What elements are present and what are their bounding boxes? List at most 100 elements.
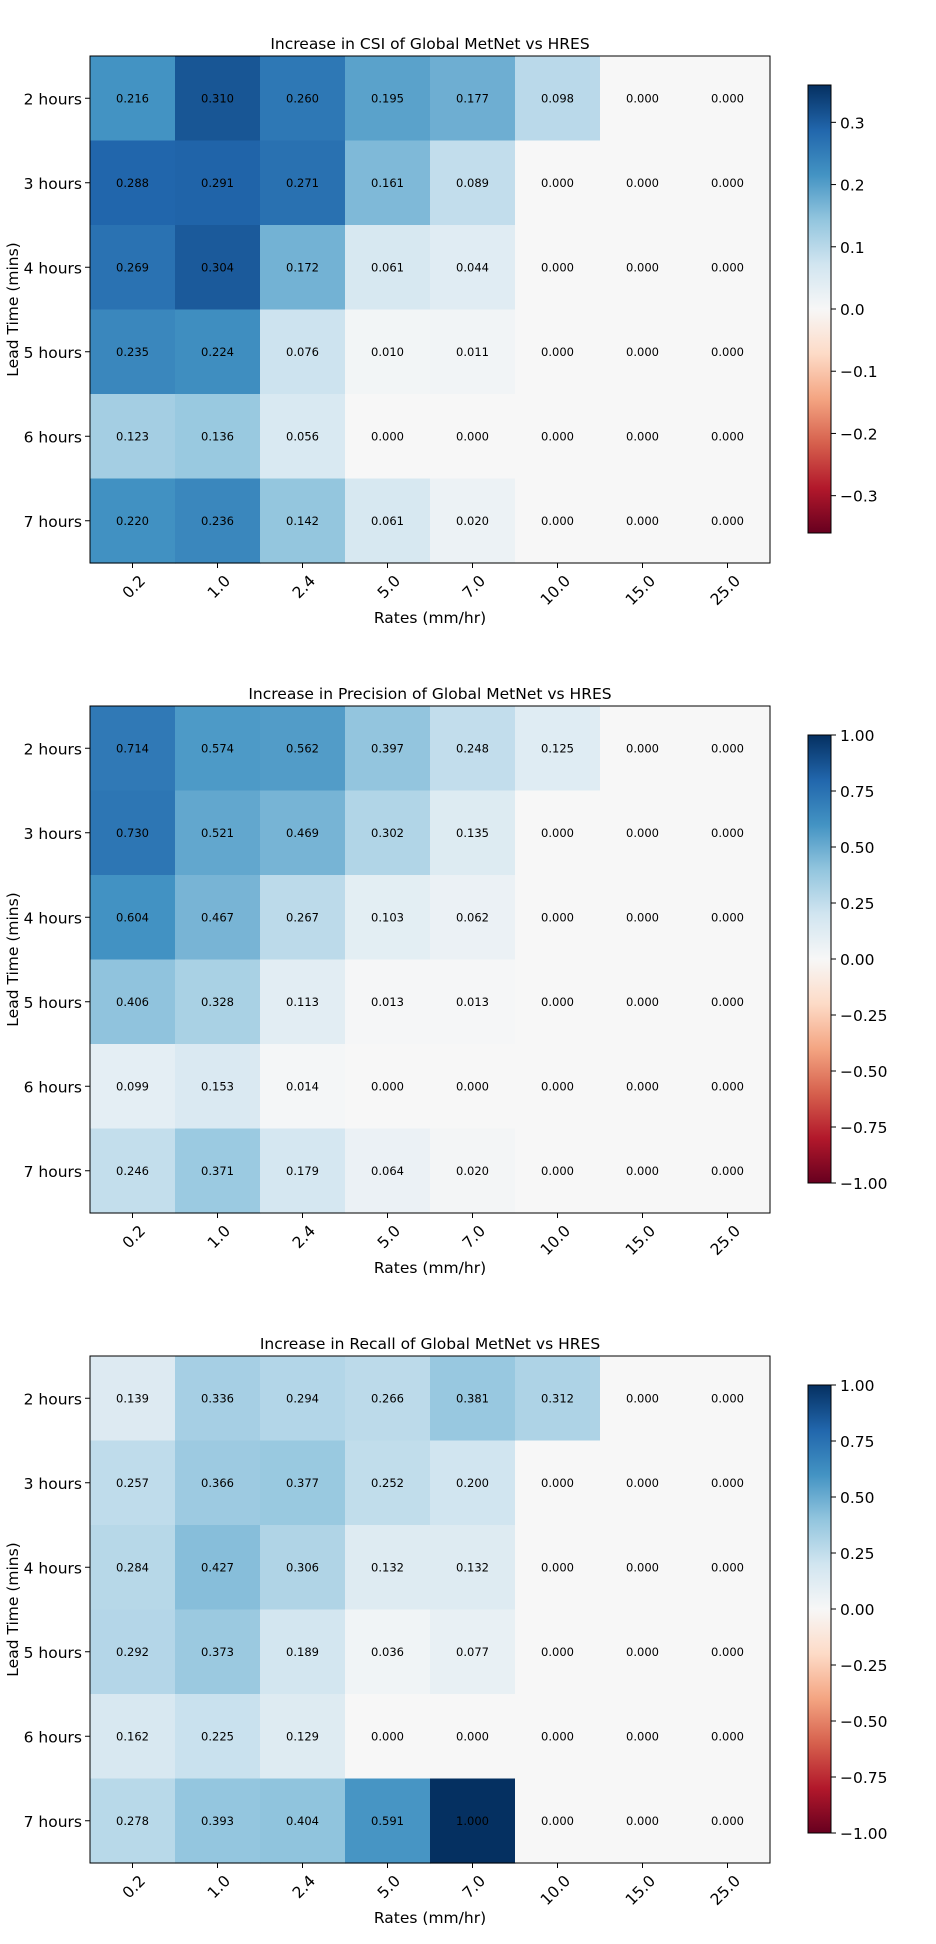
heatmap-cell xyxy=(430,1609,516,1695)
cell-value-label: 0.125 xyxy=(541,741,574,755)
colorbar-tick-label: −0.75 xyxy=(840,1769,888,1787)
cell-value-label: 0.269 xyxy=(116,260,149,274)
heatmap-cell xyxy=(345,309,431,395)
heatmap-cell xyxy=(345,1694,431,1780)
heatmap-cell xyxy=(515,790,601,876)
cell-value-label: 0.179 xyxy=(286,1164,319,1178)
heatmap-cell xyxy=(260,56,346,142)
heatmap-cell xyxy=(260,1694,346,1780)
cell-value-label: 0.011 xyxy=(456,345,489,359)
heatmap-cell xyxy=(175,225,261,311)
cell-value-label: 0.304 xyxy=(201,260,234,274)
cell-value-label: 0.000 xyxy=(541,1079,574,1093)
cell-value-label: 0.172 xyxy=(286,260,319,274)
colorbar xyxy=(807,84,832,534)
heatmap-cell xyxy=(600,1356,686,1442)
heatmap-cell xyxy=(90,1609,176,1695)
heatmap-cell xyxy=(175,1044,261,1130)
cell-value-label: 0.000 xyxy=(626,345,659,359)
cell-value-label: 0.000 xyxy=(711,1729,744,1743)
cell-value-label: 0.292 xyxy=(116,1645,149,1659)
x-tick-label: 15.0 xyxy=(622,572,659,609)
heatmap-cell xyxy=(430,56,516,142)
heatmap-cell xyxy=(345,1440,431,1526)
cell-value-label: 0.427 xyxy=(201,1560,234,1574)
cell-value-label: 0.000 xyxy=(541,1814,574,1828)
cell-value-label: 0.000 xyxy=(711,1560,744,1574)
heatmap-cell xyxy=(685,959,771,1045)
heatmap-cell xyxy=(260,1609,346,1695)
colorbar-tick-label: −0.50 xyxy=(840,1063,888,1081)
cell-value-label: 0.730 xyxy=(116,826,149,840)
heatmap-cell xyxy=(600,309,686,395)
cell-value-label: 0.103 xyxy=(371,910,404,924)
heatmap-cell xyxy=(685,1128,771,1214)
cell-value-label: 0.225 xyxy=(201,1729,234,1743)
heatmap-cell xyxy=(600,1440,686,1526)
heatmap-cell xyxy=(260,1525,346,1611)
cell-value-label: 0.000 xyxy=(541,910,574,924)
y-tick-label: 5 hours xyxy=(24,994,82,1012)
heatmap-cell xyxy=(685,706,771,792)
x-axis-label: Rates (mm/hr) xyxy=(374,609,486,627)
cell-value-label: 0.257 xyxy=(116,1476,149,1490)
cell-value-label: 0.000 xyxy=(626,91,659,105)
x-tick-label: 10.0 xyxy=(537,1872,574,1909)
heatmap-cell xyxy=(90,309,176,395)
heatmap-cell xyxy=(345,1128,431,1214)
colorbar-tick-label: −0.25 xyxy=(840,1657,888,1675)
x-tick-label: 25.0 xyxy=(707,572,744,609)
cell-value-label: 0.000 xyxy=(626,1164,659,1178)
cell-value-label: 0.373 xyxy=(201,1645,234,1659)
colorbar-tick-label: 0.50 xyxy=(840,839,875,857)
y-tick-label: 6 hours xyxy=(24,1078,82,1096)
cell-value-label: 0.521 xyxy=(201,826,234,840)
heatmap-cell xyxy=(685,478,771,564)
cell-value-label: 0.393 xyxy=(201,1814,234,1828)
cell-value-label: 0.135 xyxy=(456,826,489,840)
heatmap-cell xyxy=(515,140,601,226)
cell-value-label: 0.220 xyxy=(116,514,149,528)
cell-value-label: 0.010 xyxy=(371,345,404,359)
heatmap-cell xyxy=(600,1044,686,1130)
cell-value-label: 0.142 xyxy=(286,514,319,528)
x-tick-label: 2.4 xyxy=(289,1872,319,1902)
cell-value-label: 0.000 xyxy=(626,1814,659,1828)
chart-title: Increase in Recall of Global MetNet vs H… xyxy=(260,1335,600,1353)
colorbar-tick-label: 0.00 xyxy=(840,951,875,969)
cell-value-label: 0.013 xyxy=(456,995,489,1009)
heatmap-panel-2: Increase in Precision of Global MetNet v… xyxy=(4,685,888,1277)
heatmap-cell xyxy=(600,959,686,1045)
cell-value-label: 0.077 xyxy=(456,1645,489,1659)
heatmap-cell xyxy=(175,394,261,480)
heatmap-cell xyxy=(345,140,431,226)
cell-value-label: 0.000 xyxy=(711,429,744,443)
heatmap-panel-1: Increase in CSI of Global MetNet vs HRES… xyxy=(4,35,878,627)
cell-value-label: 0.153 xyxy=(201,1079,234,1093)
cell-value-label: 0.224 xyxy=(201,345,234,359)
colorbar-tick-label: −1.00 xyxy=(840,1175,888,1193)
cell-value-label: 0.061 xyxy=(371,260,404,274)
chart-title: Increase in Precision of Global MetNet v… xyxy=(248,685,611,703)
cell-value-label: 0.195 xyxy=(371,91,404,105)
cell-value-label: 0.271 xyxy=(286,176,319,190)
heatmap-cell xyxy=(685,225,771,311)
colorbar-tick-label: 0.2 xyxy=(840,177,865,195)
heatmap-cell xyxy=(685,394,771,480)
cell-value-label: 0.162 xyxy=(116,1729,149,1743)
cell-value-label: 0.000 xyxy=(626,910,659,924)
heatmap-cell xyxy=(175,309,261,395)
cell-value-label: 0.248 xyxy=(456,741,489,755)
cell-value-label: 0.132 xyxy=(371,1560,404,1574)
cell-value-label: 0.000 xyxy=(541,176,574,190)
heatmap-cell xyxy=(515,225,601,311)
x-tick-label: 7.0 xyxy=(459,572,489,602)
cell-value-label: 0.252 xyxy=(371,1476,404,1490)
heatmap-cell xyxy=(90,1128,176,1214)
colorbar xyxy=(807,734,832,1184)
cell-value-label: 0.000 xyxy=(711,1645,744,1659)
heatmap-cell xyxy=(685,140,771,226)
heatmap-cell xyxy=(90,394,176,480)
cell-value-label: 0.000 xyxy=(541,345,574,359)
